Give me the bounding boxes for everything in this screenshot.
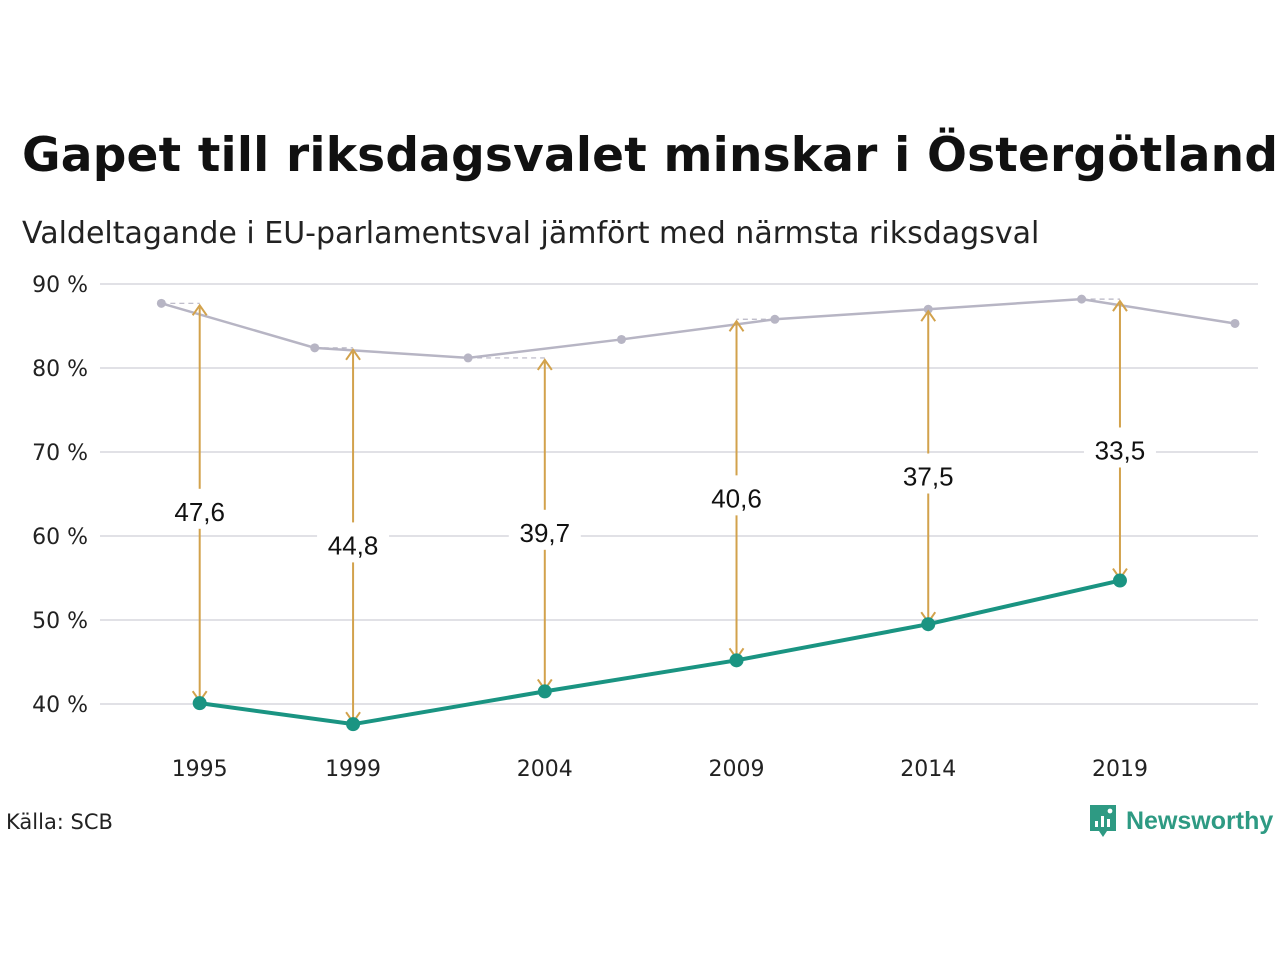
gap-arrowhead-top — [1112, 299, 1128, 312]
x-tick-label: 2014 — [900, 757, 956, 782]
gap-label-box — [317, 522, 390, 563]
y-axis: 90 % 80 % 70 % 60 % 50 % 40 % — [32, 273, 88, 718]
gap-label-box — [163, 488, 236, 529]
x-tick-label: 2019 — [1092, 757, 1148, 782]
riksdag-point — [616, 334, 626, 344]
y-tick-label: 90 % — [32, 273, 88, 298]
gap-label-box — [508, 509, 581, 550]
newsworthy-logo-icon — [1090, 805, 1116, 837]
y-tick-label: 60 % — [32, 525, 88, 550]
gap-label-box — [1083, 427, 1156, 468]
eu-point — [729, 653, 744, 668]
gap-arrowhead-top — [920, 309, 937, 322]
riksdag-series — [156, 294, 1240, 363]
gap-arrows — [161, 298, 1128, 724]
chart-subtitle: Valdeltagande i EU-parlamentsval jämfört… — [22, 216, 1040, 251]
gap-arrowhead-top — [191, 303, 208, 316]
gap-label: 44,8 — [328, 530, 379, 560]
riksdag-point — [923, 304, 933, 314]
y-tick-label: 70 % — [32, 441, 88, 466]
brand-name: Newsworthy — [1126, 806, 1274, 835]
eu-point — [921, 617, 936, 632]
gap-label: 33,5 — [1095, 435, 1146, 465]
gap-arrowhead-top — [536, 358, 553, 371]
eu-point — [346, 717, 361, 732]
gap-label: 47,6 — [174, 497, 225, 527]
chart-title: Gapet till riksdagsvalet minskar i Öster… — [22, 128, 1279, 183]
eu-point — [1112, 573, 1127, 588]
riksdag-line — [161, 297, 1236, 360]
y-tick-label: 50 % — [32, 609, 88, 634]
x-tick-label: 2009 — [709, 757, 765, 782]
eu-series — [192, 573, 1127, 732]
gap-labels: 47,6 44,8 39,7 40,6 37,5 33,5 — [163, 427, 1156, 563]
eu-line — [199, 578, 1121, 727]
source-note: Källa: SCB — [6, 810, 113, 834]
eu-point — [192, 696, 207, 711]
gap-label-box — [700, 475, 773, 516]
x-tick-label: 1995 — [172, 757, 228, 782]
riksdag-point — [1230, 318, 1240, 328]
gap-arrowhead-top — [345, 348, 361, 361]
y-tick-label: 40 % — [32, 693, 88, 718]
x-axis: 1995 1999 2004 2009 2014 2019 — [172, 757, 1148, 782]
eu-point — [537, 684, 552, 699]
grid — [100, 283, 1258, 705]
gap-label: 37,5 — [903, 462, 954, 492]
gap-arrowhead-top — [728, 319, 745, 332]
x-tick-label: 2004 — [517, 757, 573, 782]
y-tick-label: 80 % — [32, 357, 88, 382]
gap-label-box — [892, 453, 965, 494]
gap-label: 39,7 — [519, 518, 570, 548]
newsworthy-logo: Newsworthy — [1088, 803, 1273, 839]
x-tick-label: 1999 — [325, 757, 381, 782]
gap-label: 40,6 — [711, 483, 762, 513]
